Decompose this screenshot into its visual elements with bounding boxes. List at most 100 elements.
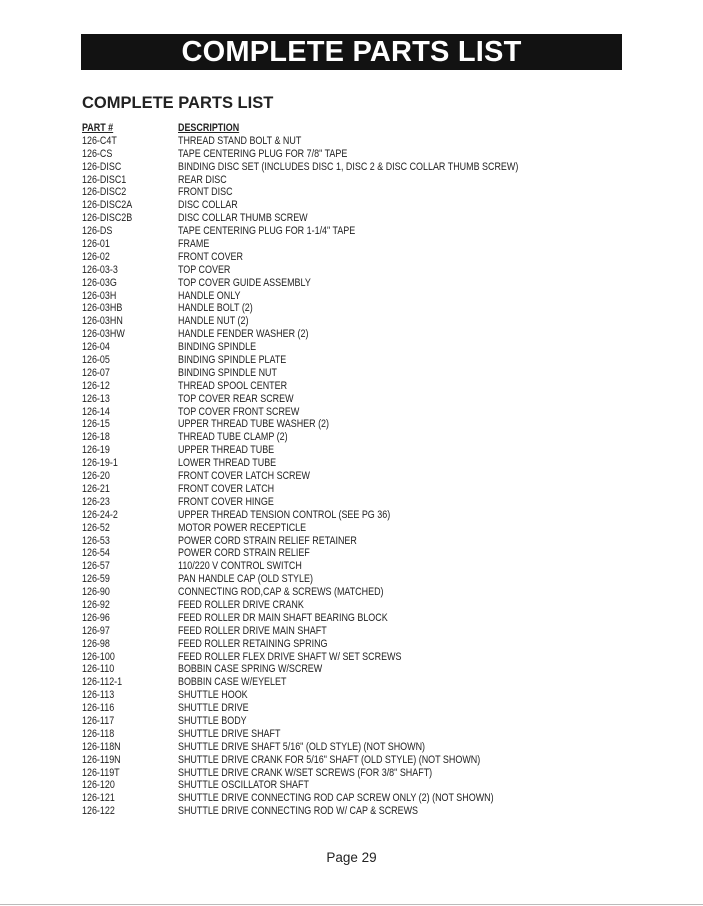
part-description: FRONT DISC — [178, 186, 233, 199]
part-description: POWER CORD STRAIN RELIEF RETAINER — [178, 534, 357, 547]
part-description: HANDLE FENDER WASHER (2) — [178, 328, 309, 341]
part-description: BINDING SPINDLE NUT — [178, 366, 277, 379]
table-body: 126-C4T THREAD STAND BOLT & NUT 126-CS TAPE… — [82, 135, 642, 818]
part-number: 126-19 — [82, 444, 110, 457]
table-row: 126-DISC2A DISC COLLAR — [82, 199, 642, 212]
table-row: 126-19-1 LOWER THREAD TUBE — [82, 457, 642, 470]
part-number: 126-97 — [82, 624, 110, 637]
table-row: 126-24-2 UPPER THREAD TENSION CONTROL (SE… — [82, 509, 642, 522]
part-description: 110/220 V CONTROL SWITCH — [178, 560, 302, 573]
table-header-row: PART # DESCRIPTION — [82, 122, 642, 135]
part-number: 126-120 — [82, 779, 115, 792]
table-row: 126-113 SHUTTLE HOOK — [82, 689, 642, 702]
table-row: 126-119T SHUTTLE DRIVE CRANK W/SET SCREWS… — [82, 767, 642, 780]
page-bottom-divider — [0, 904, 703, 905]
part-description: THREAD TUBE CLAMP (2) — [178, 431, 288, 444]
part-description: LOWER THREAD TUBE — [178, 457, 277, 470]
part-description: UPPER THREAD TENSION CONTROL (SEE PG 36) — [178, 508, 391, 521]
part-number: 126-23 — [82, 495, 110, 508]
part-number: 126-02 — [82, 250, 110, 263]
part-number: 126-DS — [82, 225, 113, 238]
page-banner-title: COMPLETE PARTS LIST — [81, 34, 622, 70]
part-number: 126-03HB — [82, 302, 123, 315]
part-description: SHUTTLE DRIVE SHAFT — [178, 727, 281, 740]
part-number: 126-03H — [82, 289, 117, 302]
part-number: 126-03HN — [82, 315, 123, 328]
part-number: 126-15 — [82, 418, 110, 431]
part-description: HANDLE BOLT (2) — [178, 302, 253, 315]
table-row: 126-03HW HANDLE FENDER WASHER (2) — [82, 328, 642, 341]
table-row: 126-C4T THREAD STAND BOLT & NUT — [82, 135, 642, 148]
part-number: 126-03-3 — [82, 263, 118, 276]
table-row: 126-14 TOP COVER FRONT SCREW — [82, 406, 642, 419]
table-row: 126-59 PAN HANDLE CAP (OLD STYLE) — [82, 573, 642, 586]
part-number: 126-04 — [82, 341, 110, 354]
part-description: SHUTTLE DRIVE CONNECTING ROD W/ CAP & SC… — [178, 805, 419, 818]
table-row: 126-01 FRAME — [82, 238, 642, 251]
part-number: 126-92 — [82, 598, 110, 611]
table-row: 126-92 FEED ROLLER DRIVE CRANK — [82, 599, 642, 612]
table-row: 126-DISC2B DISC COLLAR THUMB SCREW — [82, 212, 642, 225]
part-number: 126-20 — [82, 470, 110, 483]
table-row: 126-07 BINDING SPINDLE NUT — [82, 367, 642, 380]
part-description: HANDLE NUT (2) — [178, 315, 249, 328]
table-row: 126-18 THREAD TUBE CLAMP (2) — [82, 431, 642, 444]
table-row: 126-53 POWER CORD STRAIN RELIEF RETAINER — [82, 535, 642, 548]
part-number: 126-12 — [82, 379, 110, 392]
part-number: 126-18 — [82, 431, 110, 444]
part-number: 126-118N — [82, 740, 121, 753]
part-description: FEED ROLLER RETAINING SPRING — [178, 637, 328, 650]
part-number: 126-121 — [82, 792, 115, 805]
table-row: 126-97 FEED ROLLER DRIVE MAIN SHAFT — [82, 625, 642, 638]
header-part-number: PART # — [82, 122, 114, 134]
part-description: BINDING SPINDLE PLATE — [178, 354, 287, 367]
table-row: 126-02 FRONT COVER — [82, 251, 642, 264]
table-row: 126-122 SHUTTLE DRIVE CONNECTING ROD W/ C… — [82, 805, 642, 818]
part-number: 126-DISC2A — [82, 199, 133, 212]
part-description: FRONT COVER HINGE — [178, 495, 274, 508]
table-row: 126-DISC2 FRONT DISC — [82, 186, 642, 199]
part-description: DISC COLLAR — [178, 199, 238, 212]
part-description: FRONT COVER — [178, 250, 243, 263]
table-row: 126-05 BINDING SPINDLE PLATE — [82, 354, 642, 367]
table-row: 126-03H HANDLE ONLY — [82, 290, 642, 303]
part-description: SHUTTLE HOOK — [178, 689, 248, 702]
table-row: 126-118 SHUTTLE DRIVE SHAFT — [82, 728, 642, 741]
part-description: BOBBIN CASE SPRING W/SCREW — [178, 663, 323, 676]
part-description: UPPER THREAD TUBE WASHER (2) — [178, 418, 330, 431]
part-number: 126-13 — [82, 392, 110, 405]
table-row: 126-DISC1 REAR DISC — [82, 174, 642, 187]
part-number: 126-113 — [82, 689, 115, 702]
part-description: SHUTTLE DRIVE CONNECTING ROD CAP SCREW O… — [178, 792, 494, 805]
part-number: 126-19-1 — [82, 457, 118, 470]
part-number: 126-DISC — [82, 160, 122, 173]
part-description: TOP COVER GUIDE ASSEMBLY — [178, 276, 311, 289]
part-number: 126-21 — [82, 482, 110, 495]
section-title: COMPLETE PARTS LIST — [82, 94, 274, 112]
part-number: 126-07 — [82, 366, 110, 379]
table-row: 126-13 TOP COVER REAR SCREW — [82, 393, 642, 406]
table-row: 126-23 FRONT COVER HINGE — [82, 496, 642, 509]
table-row: 126-04 BINDING SPINDLE — [82, 341, 642, 354]
table-row: 126-20 FRONT COVER LATCH SCREW — [82, 470, 642, 483]
part-description: FRONT COVER LATCH — [178, 482, 275, 495]
part-description: BINDING DISC SET (INCLUDES DISC 1, DISC … — [178, 160, 519, 173]
table-row: 126-100 FEED ROLLER FLEX DRIVE SHAFT W/ S… — [82, 651, 642, 664]
part-number: 126-59 — [82, 573, 110, 586]
table-row: 126-98 FEED ROLLER RETAINING SPRING — [82, 638, 642, 651]
part-description: TAPE CENTERING PLUG FOR 7/8" TAPE — [178, 147, 348, 160]
part-description: TOP COVER FRONT SCREW — [178, 405, 300, 418]
part-description: THREAD STAND BOLT & NUT — [178, 134, 302, 147]
table-row: 126-03HB HANDLE BOLT (2) — [82, 302, 642, 315]
table-row: 126-03HN HANDLE NUT (2) — [82, 315, 642, 328]
part-number: 126-116 — [82, 702, 115, 715]
table-row: 126-117 SHUTTLE BODY — [82, 715, 642, 728]
part-number: 126-119T — [82, 766, 120, 779]
part-number: 126-119N — [82, 753, 121, 766]
part-number: 126-01 — [82, 238, 110, 251]
part-number: 126-118 — [82, 727, 115, 740]
part-number: 126-24-2 — [82, 508, 118, 521]
parts-table: PART # DESCRIPTION 126-C4T THREAD STAND B… — [82, 122, 642, 818]
part-number: 126-110 — [82, 663, 115, 676]
table-row: 126-DISC BINDING DISC SET (INCLUDES DISC … — [82, 161, 642, 174]
